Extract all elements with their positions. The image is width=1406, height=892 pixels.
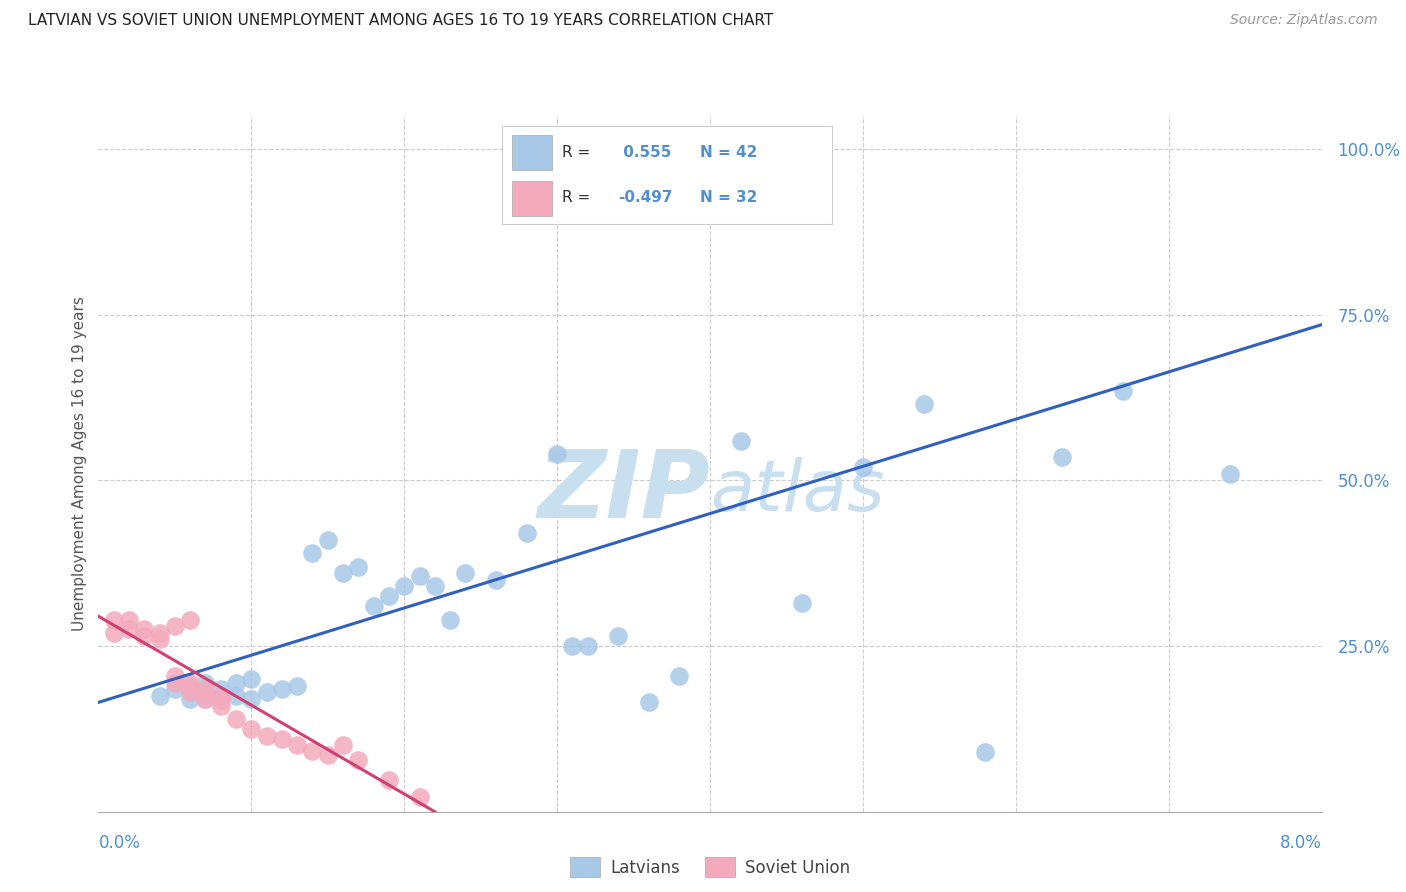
Point [240,672,263,686]
Point [561,639,583,653]
Point [607,629,630,643]
Point [194,675,217,690]
Point [256,729,278,743]
Point [316,533,339,547]
Text: ZIP: ZIP [537,446,710,538]
Point [134,629,156,643]
Point [392,579,416,593]
Point [852,460,875,475]
Point [576,639,599,653]
Point [363,599,385,614]
Point [270,682,294,697]
Point [454,566,477,581]
Point [332,739,354,753]
Point [179,613,201,627]
Point [316,747,339,762]
Point [301,546,323,560]
Legend: Latvians, Soviet Union: Latvians, Soviet Union [564,851,856,883]
Point [347,753,370,767]
Point [163,675,186,690]
Point [637,695,661,709]
Point [179,679,201,693]
Point [163,682,186,697]
Point [194,692,217,706]
Point [194,692,217,706]
Point [118,623,141,637]
Point [347,559,370,574]
Point [240,722,263,736]
Point [408,790,430,805]
Point [149,689,172,703]
Point [209,682,232,697]
Point [668,669,690,683]
Point [1112,384,1135,398]
Text: atlas: atlas [710,458,884,526]
Point [134,623,156,637]
Point [209,689,232,703]
Point [285,739,308,753]
Point [179,685,201,699]
Point [209,698,232,713]
Point [163,669,186,683]
Point [730,434,752,448]
Text: LATVIAN VS SOVIET UNION UNEMPLOYMENT AMONG AGES 16 TO 19 YEARS CORRELATION CHART: LATVIAN VS SOVIET UNION UNEMPLOYMENT AMO… [28,13,773,29]
Point [179,692,201,706]
Point [225,712,247,726]
Point [256,685,278,699]
Point [225,689,247,703]
Point [1219,467,1241,481]
Point [240,692,263,706]
Point [225,675,247,690]
Point [790,596,813,610]
Point [485,573,508,587]
Text: 8.0%: 8.0% [1279,834,1322,852]
Point [439,613,461,627]
Point [179,675,201,690]
Point [209,693,232,707]
Point [194,687,217,701]
Point [103,625,125,640]
Point [332,566,354,581]
Point [516,526,538,541]
Point [194,682,217,697]
Text: Source: ZipAtlas.com: Source: ZipAtlas.com [1230,13,1378,28]
Point [974,745,997,759]
Point [149,625,172,640]
Point [285,679,308,693]
Point [912,397,935,411]
Point [301,744,323,758]
Point [1050,450,1073,465]
Text: 0.0%: 0.0% [98,834,141,852]
Point [546,447,568,461]
Point [103,613,125,627]
Point [378,590,401,604]
Point [423,579,446,593]
Y-axis label: Unemployment Among Ages 16 to 19 years: Unemployment Among Ages 16 to 19 years [72,296,87,632]
Point [118,613,141,627]
Point [378,772,401,787]
Point [408,569,430,583]
Point [209,689,232,703]
Point [270,731,294,746]
Point [179,682,201,697]
Point [149,632,172,647]
Point [163,619,186,633]
